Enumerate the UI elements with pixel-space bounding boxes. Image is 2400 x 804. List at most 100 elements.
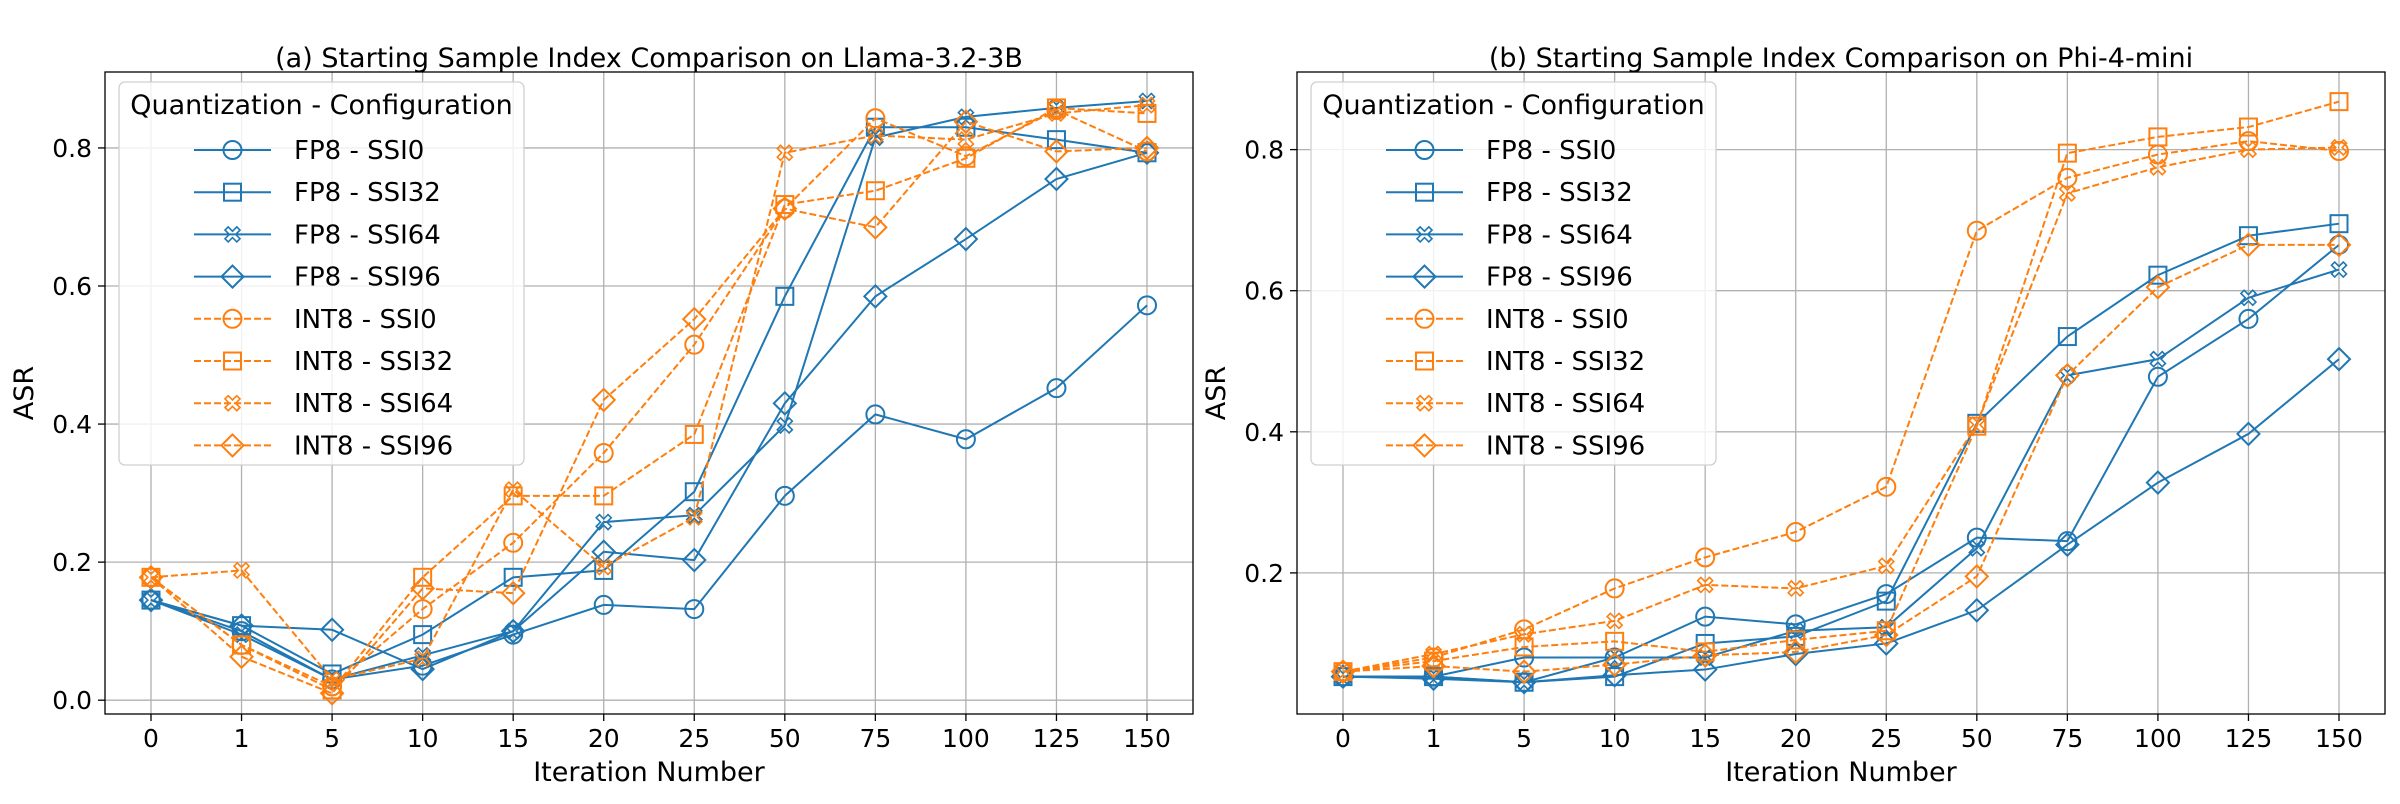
legend-label: INT8 - SSI32 [294, 347, 453, 377]
data-point [955, 429, 976, 450]
data-point [2330, 260, 2348, 279]
y-tick-label: 0.6 [52, 272, 92, 301]
y-axis-label: ASR [9, 366, 40, 420]
data-point [229, 644, 254, 670]
x-tick-label: 20 [1780, 724, 1812, 753]
x-tick-label: 150 [1123, 724, 1171, 753]
data-point [1330, 664, 1356, 690]
data-point [775, 286, 795, 306]
legend-label: INT8 - SSI96 [294, 431, 453, 461]
series-int8-ssi96 [1330, 232, 2352, 685]
data-point [1876, 621, 1896, 641]
data-point [866, 126, 884, 145]
data-point [1137, 103, 1157, 123]
data-point [1604, 578, 1625, 599]
x-tick-label: 25 [1870, 724, 1902, 753]
series-line [1342, 358, 2340, 684]
legend-marker [1415, 351, 1434, 371]
series-line [1342, 243, 2339, 673]
legend-marker [1414, 308, 1435, 329]
legend-label: INT8 - SSI64 [294, 389, 453, 419]
legend-label: FP8 - SSI0 [1486, 136, 1616, 166]
y-tick-label: 0.8 [1244, 136, 1284, 165]
data-point [957, 108, 975, 126]
data-point [1966, 220, 1987, 241]
chart-title: (a) Starting Sample Index Comparison on … [275, 43, 1023, 74]
data-point [957, 131, 975, 149]
x-tick-label: 15 [497, 724, 529, 753]
data-point [2238, 117, 2258, 137]
data-point [1424, 651, 1444, 671]
legend-label: INT8 - SSI64 [1486, 389, 1645, 419]
legend-marker [220, 432, 245, 458]
data-point [1964, 597, 1990, 623]
legend-label: INT8 - SSI32 [1486, 347, 1645, 377]
x-tick-label: 50 [769, 724, 801, 753]
data-point [1692, 643, 1718, 668]
data-point [1421, 653, 1446, 679]
data-point [2145, 470, 2171, 496]
data-point [953, 109, 979, 135]
data-point [1787, 579, 1805, 598]
legend-box [118, 81, 525, 466]
x-axis-label: Iteration Number [533, 757, 765, 788]
data-point [681, 547, 707, 573]
data-point [1964, 564, 1990, 589]
data-point [232, 635, 252, 655]
legend-marker [223, 394, 242, 412]
data-point [1786, 630, 1806, 650]
legend-label: FP8 - SSI64 [1486, 220, 1633, 250]
legend-marker [222, 308, 243, 329]
data-point [1511, 659, 1537, 685]
data-point [595, 513, 613, 531]
legend: Quantization - Configuration FP8 - SSI0 FP… [1310, 81, 1717, 466]
data-point [593, 594, 614, 615]
series-line [1342, 100, 2340, 673]
data-point [319, 617, 345, 643]
data-point [1333, 662, 1353, 682]
y-tick-label: 0.4 [52, 410, 92, 439]
data-point [1424, 645, 1443, 663]
data-point [1968, 539, 1986, 557]
data-point [862, 214, 888, 240]
data-point [319, 680, 345, 706]
data-point [1514, 647, 1535, 668]
data-point [772, 390, 798, 416]
data-point [1873, 622, 1899, 648]
data-point [410, 656, 436, 682]
data-point [685, 508, 703, 526]
data-point [1137, 141, 1157, 162]
data-point [1602, 662, 1628, 688]
series-line [1342, 146, 2340, 673]
data-point [2329, 141, 2349, 162]
x-tick-label: 75 [859, 724, 891, 753]
data-point [865, 181, 885, 201]
data-point [774, 485, 795, 506]
data-point [500, 618, 526, 644]
x-tick-label: 5 [324, 724, 340, 753]
data-point [2057, 143, 2077, 163]
legend-marker [1415, 225, 1434, 244]
data-point [1044, 138, 1069, 164]
data-point [414, 650, 432, 668]
x-tick-label: 25 [678, 724, 710, 753]
data-point [232, 561, 251, 580]
legend-label: INT8 - SSI0 [294, 305, 437, 335]
legend-marker [1412, 264, 1437, 290]
data-point [1421, 666, 1446, 692]
legend-label: FP8 - SSI96 [1486, 263, 1633, 293]
data-point [776, 416, 794, 435]
data-point [1134, 135, 1160, 161]
data-point [2239, 140, 2258, 159]
data-point [2238, 308, 2259, 329]
data-point [1044, 166, 1069, 192]
y-tick-label: 0.6 [1244, 277, 1284, 306]
y-axis-label: ASR [1201, 366, 1232, 420]
legend-marker [223, 182, 242, 202]
legend-marker [223, 225, 242, 244]
data-point [681, 306, 707, 332]
data-point [141, 567, 161, 587]
data-point [2149, 158, 2167, 176]
legend-marker [223, 351, 242, 371]
